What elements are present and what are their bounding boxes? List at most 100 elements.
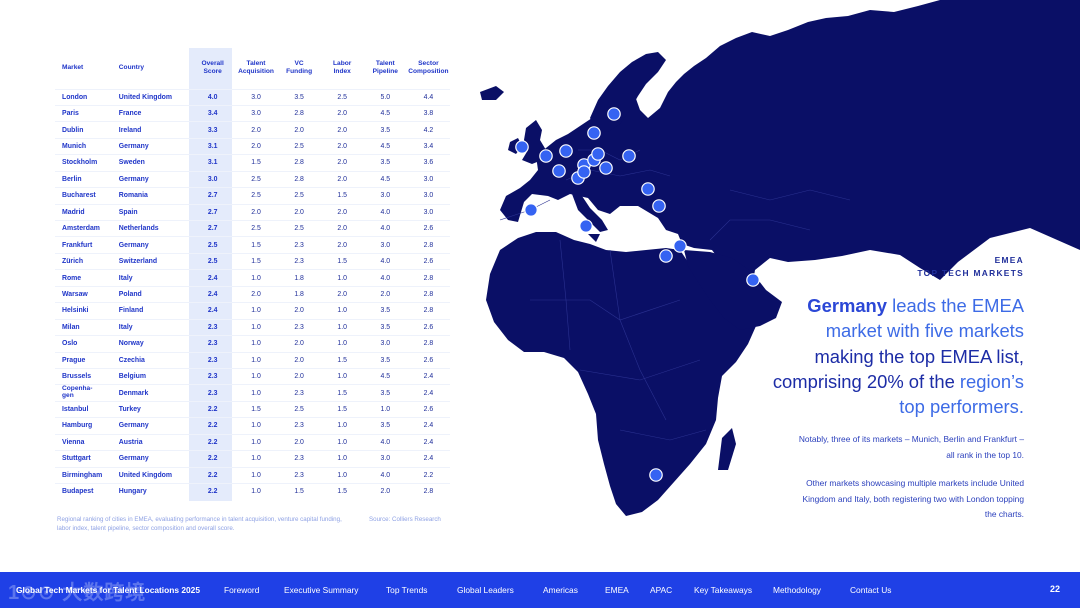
city-marker: [652, 199, 666, 213]
nav-foreword[interactable]: Foreword: [224, 585, 260, 595]
metric-cell: 3.5: [363, 417, 407, 435]
market-cell: Stockholm: [55, 154, 112, 172]
body-paragraph-2: Other markets showcasing multiple market…: [802, 478, 1024, 519]
metric-cell: 2.4: [406, 417, 450, 435]
market-cell: Zürich: [55, 252, 112, 270]
nav-apac[interactable]: APAC: [650, 585, 673, 595]
city-marker: [524, 203, 538, 217]
market-cell: Brussels: [55, 367, 112, 385]
market-cell: Frankfurt: [55, 236, 112, 254]
column-header: Sector Composition: [408, 60, 449, 76]
city-marker: [559, 144, 573, 158]
metric-cell: 2.3: [277, 384, 321, 402]
metric-cell: 2.8: [406, 302, 450, 320]
overall-score-cell: 2.7: [190, 187, 235, 205]
footer-report-title[interactable]: Global Tech Markets for Talent Locations…: [16, 585, 200, 595]
metric-cell: 2.0: [277, 121, 321, 139]
metric-cell: 4.0: [363, 203, 407, 221]
watermark-logo: 1⊙⊙ 大数跨境: [8, 582, 147, 604]
city-marker: [515, 140, 529, 154]
table-row: Copenha- gen Denmark 2.3 1.0 2.3 1.5 3.5 2.4: [55, 384, 450, 402]
city-marker: [659, 249, 673, 263]
table-row: Zürich Switzerland 2.5 1.5 2.3 1.5 4.0 2.6: [55, 252, 450, 270]
table-row: Stockholm Sweden 3.1 1.5 2.8 2.0 3.5 3.6: [55, 154, 450, 172]
metric-cell: 1.0: [234, 433, 278, 451]
metric-cell: 2.0: [320, 219, 364, 237]
body-paragraph-1: Notably, three of its markets – Munich, …: [798, 434, 1024, 460]
overall-score-cell: 2.2: [190, 433, 235, 451]
country-cell: Sweden: [111, 154, 191, 172]
metric-cell: 4.0: [363, 466, 407, 484]
nav-contact-us[interactable]: Contact Us: [850, 585, 892, 595]
rankings-table-container: Market Country Overall Score Talent Acquisi…: [55, 48, 450, 501]
table-row: Munich Germany 3.1 2.0 2.5 2.0 4.5 3.4: [55, 137, 450, 155]
metric-cell: 2.5: [234, 187, 278, 205]
overall-score-cell: 2.3: [190, 351, 235, 369]
metric-cell: 3.5: [363, 318, 407, 336]
metric-cell: 2.8: [406, 269, 450, 287]
metric-cell: 3.5: [363, 121, 407, 139]
city-marker: [587, 126, 601, 140]
metric-cell: 2.3: [277, 417, 321, 435]
metric-cell: 1.5: [234, 252, 278, 270]
nav-key-takeaways[interactable]: Key Takeaways: [694, 585, 753, 595]
country-cell: Ireland: [111, 121, 191, 139]
table-row: Prague Czechia 2.3 1.0 2.0 1.5 3.5 2.6: [55, 351, 450, 369]
country-cell: Switzerland: [111, 252, 191, 270]
nav-emea[interactable]: EMEA: [605, 585, 629, 595]
metric-cell: 2.0: [320, 104, 364, 122]
metric-cell: 1.0: [234, 367, 278, 385]
region-label: EMEA TOP TECH MARKETS: [917, 254, 1024, 281]
nav-executive-summary[interactable]: Executive Summary: [284, 585, 359, 595]
metric-cell: 2.0: [234, 121, 278, 139]
column-header: VC Funding: [286, 60, 313, 76]
nav-americas[interactable]: Americas: [543, 585, 578, 595]
metric-cell: 2.3: [277, 252, 321, 270]
metric-cell: 1.5: [234, 400, 278, 418]
country-cell: Germany: [111, 450, 191, 468]
metric-cell: 3.5: [363, 384, 407, 402]
city-marker: [673, 239, 687, 253]
metric-cell: 2.0: [277, 335, 321, 352]
overall-score-cell: 2.5: [190, 236, 235, 254]
metric-cell: 3.0: [363, 450, 407, 468]
country-cell: Spain: [111, 203, 191, 221]
overall-score-cell: 3.3: [190, 121, 235, 139]
market-cell: Rome: [55, 269, 112, 287]
metric-cell: 1.5: [234, 236, 278, 254]
market-cell: Berlin: [55, 170, 112, 188]
metric-cell: 1.0: [320, 433, 364, 451]
nav-methodology[interactable]: Methodology: [773, 585, 821, 595]
metric-cell: 2.0: [277, 351, 321, 369]
metric-cell: 3.5: [363, 154, 407, 172]
metric-cell: 3.6: [406, 154, 450, 172]
metric-cell: 2.0: [277, 203, 321, 221]
metric-cell: 2.0: [277, 433, 321, 451]
market-cell: Munich: [55, 137, 112, 155]
metric-cell: 4.4: [406, 88, 450, 106]
metric-cell: 1.5: [320, 400, 364, 418]
metric-cell: 3.5: [363, 351, 407, 369]
metric-cell: 2.2: [406, 466, 450, 484]
country-cell: Romania: [111, 187, 191, 205]
metric-cell: 3.0: [363, 187, 407, 205]
metric-cell: 1.0: [320, 417, 364, 435]
nav-global-leaders[interactable]: Global Leaders: [457, 585, 514, 595]
metric-cell: 1.0: [320, 466, 364, 484]
overall-score-cell: 2.2: [190, 400, 235, 418]
country-cell: Germany: [111, 170, 191, 188]
overall-score-cell: 2.4: [190, 285, 235, 303]
nav-top-trends[interactable]: Top Trends: [386, 585, 428, 595]
map-eurasia: [500, 0, 1080, 288]
market-cell: Dublin: [55, 121, 112, 139]
page-number: 22: [1049, 584, 1060, 594]
metric-cell: 2.6: [406, 351, 450, 369]
metric-cell: 2.0: [320, 137, 364, 155]
city-marker: [591, 147, 605, 161]
metric-cell: 2.6: [406, 318, 450, 336]
column-header: Talent Acquisition: [238, 60, 274, 76]
table-row: Warsaw Poland 2.4 2.0 1.8 2.0 2.0 2.8: [55, 285, 450, 303]
map-arabia: [684, 250, 782, 330]
metric-cell: 1.0: [234, 417, 278, 435]
metric-cell: 4.0: [363, 433, 407, 451]
